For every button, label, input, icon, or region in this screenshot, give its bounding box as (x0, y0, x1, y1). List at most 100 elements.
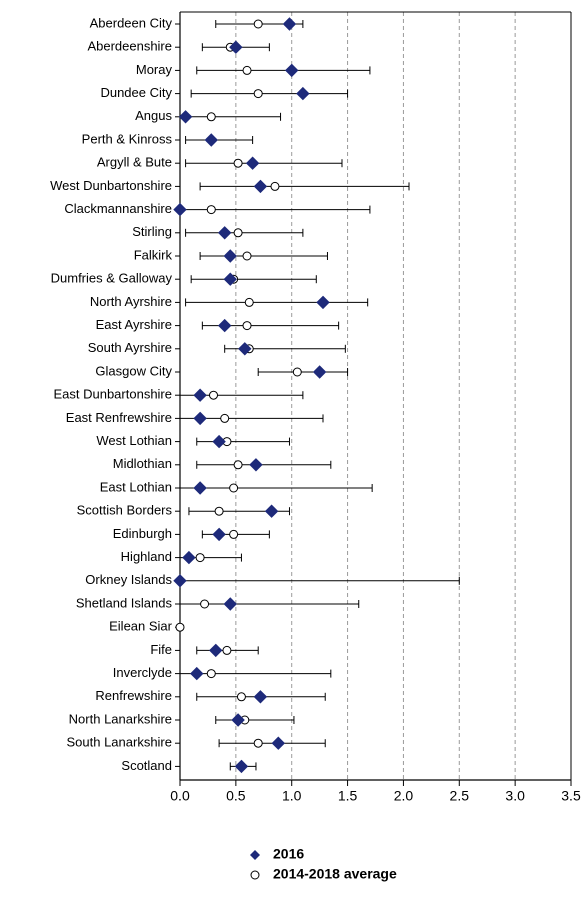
row-label: Angus (135, 108, 172, 123)
marker-average (234, 159, 242, 167)
marker-average (230, 484, 238, 492)
x-tick-label: 0.0 (170, 787, 190, 803)
marker-average (230, 530, 238, 538)
row-label: Perth & Kinross (82, 131, 173, 146)
dot-error-chart: 0.0 0.5 1.0 1.5 2.0 2.5 3.0 3.5 Aberdeen City Abe… (0, 0, 588, 908)
row-label: Orkney Islands (85, 572, 172, 587)
marker-2016 (314, 366, 326, 378)
row-label: Shetland Islands (76, 595, 173, 610)
row-label: Aberdeen City (90, 15, 173, 30)
row-label: Moray (136, 62, 173, 77)
row-label: Clackmannanshire (64, 201, 172, 216)
marker-2016 (174, 575, 186, 587)
row-label: Argyll & Bute (97, 155, 172, 170)
row-label: East Lothian (100, 479, 172, 494)
marker-average (201, 600, 209, 608)
marker-2016 (254, 180, 266, 192)
marker-2016 (213, 436, 225, 448)
marker-2016 (219, 320, 231, 332)
row-label: Dumfries & Galloway (51, 271, 173, 286)
legend-label-2016: 2016 (273, 846, 304, 862)
row-label: Edinburgh (113, 526, 172, 541)
marker-average (245, 298, 253, 306)
marker-2016 (180, 111, 192, 123)
marker-2016 (247, 157, 259, 169)
marker-2016 (254, 691, 266, 703)
row-label: Glasgow City (95, 363, 172, 378)
row-label: South Ayrshire (88, 340, 172, 355)
legend-marker-2016 (250, 850, 260, 860)
x-tick-label: 1.5 (338, 787, 358, 803)
marker-average (221, 414, 229, 422)
marker-2016 (317, 296, 329, 308)
marker-average (234, 229, 242, 237)
row-label: Dundee City (100, 85, 172, 100)
marker-2016 (205, 134, 217, 146)
marker-average (207, 206, 215, 214)
x-tick-label: 3.0 (505, 787, 525, 803)
legend-marker-average (251, 871, 259, 879)
marker-2016 (194, 412, 206, 424)
x-tick-label: 0.5 (226, 787, 246, 803)
marker-average (223, 646, 231, 654)
marker-2016 (286, 64, 298, 76)
row-label: Eilean Siar (109, 619, 173, 634)
row-label: West Dunbartonshire (50, 178, 172, 193)
marker-average (243, 66, 251, 74)
marker-average (234, 461, 242, 469)
marker-2016 (213, 528, 225, 540)
row-label: Fife (150, 642, 172, 657)
row-label: North Lanarkshire (69, 711, 172, 726)
marker-2016 (183, 552, 195, 564)
marker-2016 (210, 644, 222, 656)
row-label: Scottish Borders (77, 503, 173, 518)
marker-2016 (194, 389, 206, 401)
row-label: Stirling (132, 224, 172, 239)
x-tick-label: 2.0 (394, 787, 414, 803)
marker-2016 (297, 88, 309, 100)
chart-container: 0.0 0.5 1.0 1.5 2.0 2.5 3.0 3.5 Aberdeen City Abe… (0, 0, 588, 908)
marker-2016 (224, 598, 236, 610)
marker-average (254, 90, 262, 98)
row-label: East Dunbartonshire (53, 387, 172, 402)
marker-average (210, 391, 218, 399)
x-tick-label: 2.5 (450, 787, 470, 803)
marker-average (215, 507, 223, 515)
row-label: East Ayrshire (96, 317, 172, 332)
marker-2016 (272, 737, 284, 749)
row-label: Renfrewshire (95, 688, 172, 703)
marker-2016 (266, 505, 278, 517)
marker-average (243, 322, 251, 330)
row-label: Inverclyde (113, 665, 172, 680)
row-label: North Ayrshire (90, 294, 172, 309)
marker-2016 (232, 714, 244, 726)
marker-2016 (283, 18, 295, 30)
marker-average (207, 670, 215, 678)
marker-2016 (224, 250, 236, 262)
x-tick-label: 3.5 (561, 787, 581, 803)
marker-average (176, 623, 184, 631)
marker-average (254, 739, 262, 747)
marker-2016 (174, 204, 186, 216)
marker-average (254, 20, 262, 28)
marker-average (237, 693, 245, 701)
row-label: Highland (121, 549, 172, 564)
row-label: Scotland (121, 758, 172, 773)
row-label: South Lanarkshire (66, 735, 172, 750)
marker-2016 (235, 760, 247, 772)
x-tick-label: 1.0 (282, 787, 302, 803)
marker-2016 (194, 482, 206, 494)
marker-average (271, 182, 279, 190)
marker-average (207, 113, 215, 121)
row-label: Aberdeenshire (87, 39, 172, 54)
marker-average (293, 368, 301, 376)
marker-2016 (219, 227, 231, 239)
marker-average (196, 554, 204, 562)
marker-2016 (250, 459, 262, 471)
marker-2016 (191, 668, 203, 680)
row-label: Falkirk (134, 247, 173, 262)
row-label: Midlothian (113, 456, 172, 471)
row-label: West Lothian (96, 433, 172, 448)
legend-label-average: 2014-2018 average (273, 866, 397, 882)
row-label: East Renfrewshire (66, 410, 172, 425)
